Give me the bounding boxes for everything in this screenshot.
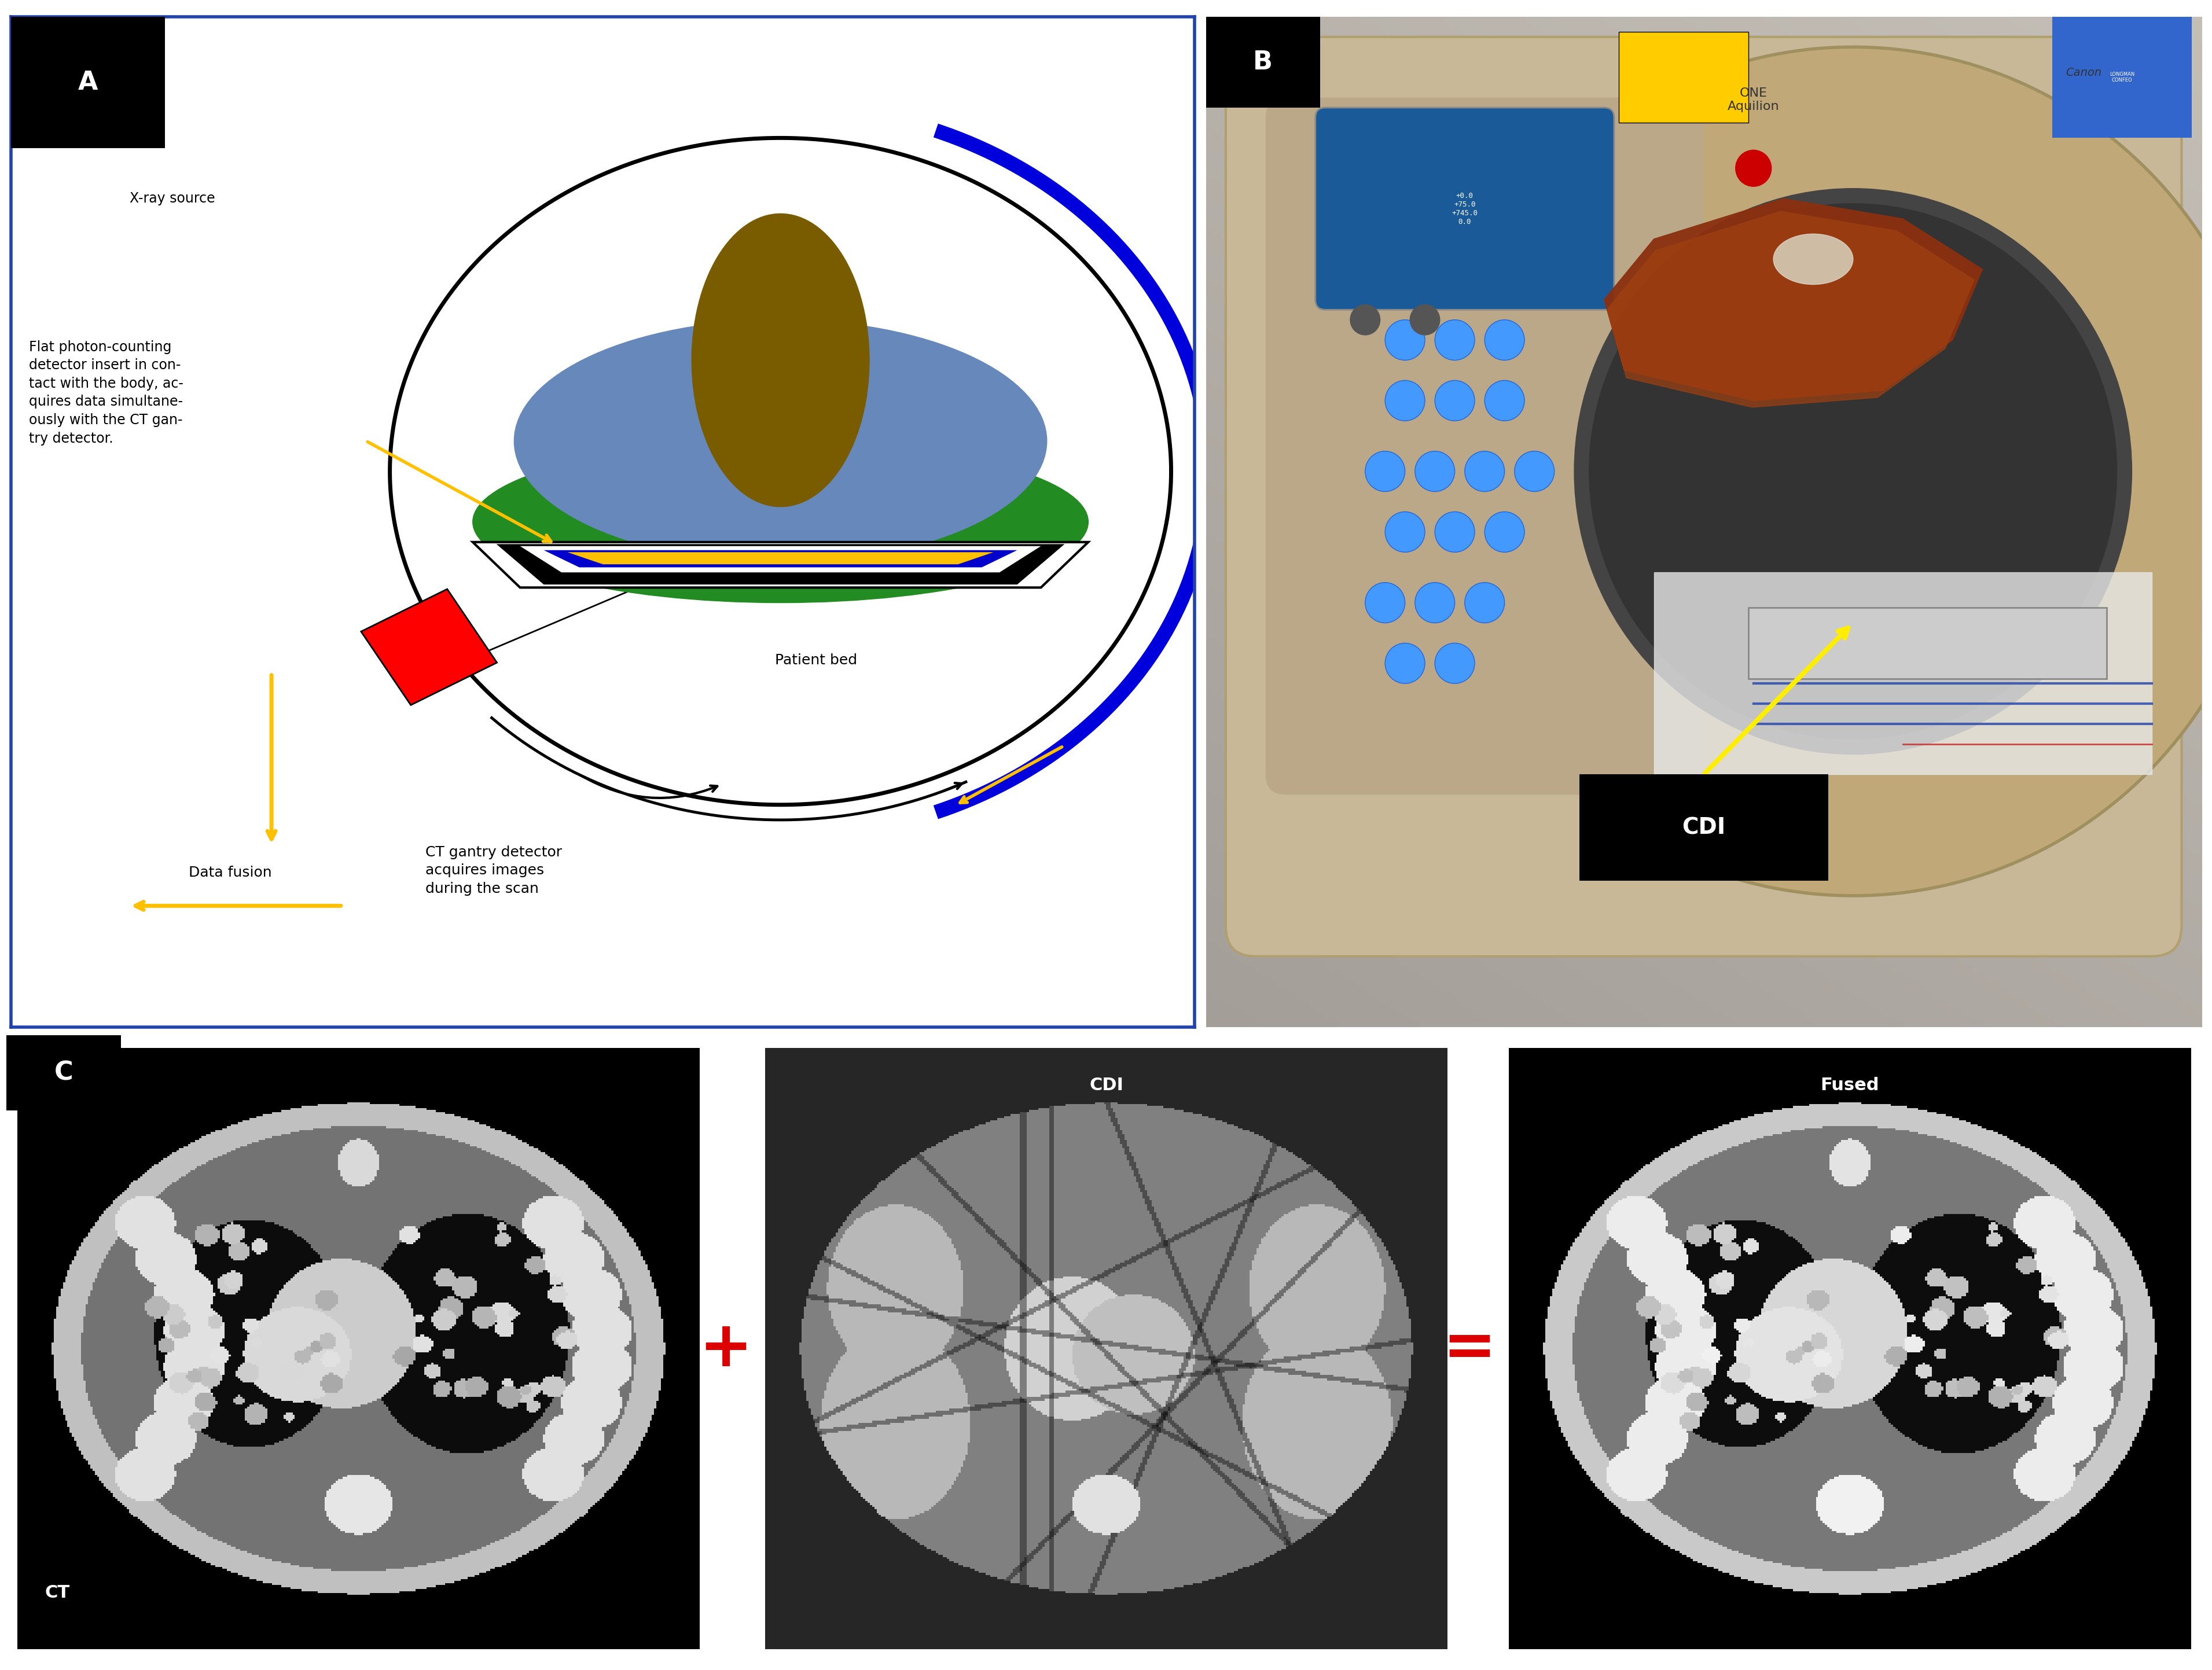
Circle shape bbox=[1416, 583, 1455, 623]
Text: Patient bed: Patient bed bbox=[774, 653, 856, 666]
FancyBboxPatch shape bbox=[2053, 17, 2190, 139]
Polygon shape bbox=[1606, 212, 1973, 407]
Circle shape bbox=[1433, 321, 1475, 361]
Bar bbox=[361, 590, 498, 705]
Circle shape bbox=[1385, 643, 1425, 683]
Circle shape bbox=[1484, 381, 1524, 421]
Text: CDI: CDI bbox=[1681, 817, 1725, 838]
Circle shape bbox=[1433, 511, 1475, 553]
FancyBboxPatch shape bbox=[11, 17, 166, 149]
Text: A: A bbox=[77, 70, 97, 95]
Polygon shape bbox=[473, 543, 1088, 588]
Circle shape bbox=[1433, 643, 1475, 683]
Circle shape bbox=[1484, 321, 1524, 361]
Text: CT gantry detector
acquires images
during the scan: CT gantry detector acquires images durin… bbox=[425, 845, 562, 895]
Circle shape bbox=[1385, 381, 1425, 421]
Text: X-ray source: X-ray source bbox=[131, 192, 215, 205]
Text: B: B bbox=[1252, 50, 1272, 75]
Circle shape bbox=[1588, 204, 2117, 740]
Polygon shape bbox=[1655, 573, 2150, 775]
Text: ONE
Aquilion: ONE Aquilion bbox=[1728, 87, 1778, 112]
Text: =: = bbox=[1442, 1318, 1495, 1379]
Polygon shape bbox=[1604, 199, 1982, 401]
Polygon shape bbox=[544, 549, 1018, 568]
FancyBboxPatch shape bbox=[1206, 17, 1321, 107]
Ellipse shape bbox=[692, 214, 869, 506]
FancyBboxPatch shape bbox=[1314, 107, 1615, 309]
Text: Flat photon-counting
detector insert in con-
tact with the body, ac-
quires data: Flat photon-counting detector insert in … bbox=[29, 341, 184, 446]
Text: +0.0
+75.0
+745.0
0.0: +0.0 +75.0 +745.0 0.0 bbox=[1451, 192, 1478, 225]
Ellipse shape bbox=[473, 441, 1088, 603]
FancyBboxPatch shape bbox=[7, 1035, 122, 1111]
Circle shape bbox=[1464, 583, 1504, 623]
Text: LONGMAN
CONFEO: LONGMAN CONFEO bbox=[2108, 72, 2135, 84]
Circle shape bbox=[1416, 451, 1455, 491]
FancyBboxPatch shape bbox=[1265, 97, 1703, 795]
Polygon shape bbox=[495, 544, 1064, 584]
Circle shape bbox=[1409, 304, 1440, 336]
Circle shape bbox=[1365, 451, 1405, 491]
FancyBboxPatch shape bbox=[1619, 32, 1747, 124]
Circle shape bbox=[1365, 583, 1405, 623]
Circle shape bbox=[1734, 150, 1772, 187]
FancyBboxPatch shape bbox=[1747, 608, 2106, 678]
Text: C: C bbox=[55, 1060, 73, 1086]
FancyBboxPatch shape bbox=[1579, 775, 1827, 880]
Circle shape bbox=[1349, 304, 1380, 336]
Circle shape bbox=[1433, 47, 2212, 895]
Ellipse shape bbox=[513, 321, 1046, 563]
Polygon shape bbox=[566, 553, 993, 564]
Circle shape bbox=[1385, 321, 1425, 361]
Text: Data fusion: Data fusion bbox=[188, 865, 272, 880]
Circle shape bbox=[1464, 451, 1504, 491]
Text: Canon: Canon bbox=[2066, 67, 2101, 78]
Text: +: + bbox=[699, 1318, 752, 1379]
Ellipse shape bbox=[1774, 234, 1851, 284]
FancyBboxPatch shape bbox=[1225, 37, 2181, 957]
Circle shape bbox=[1513, 451, 1553, 491]
Circle shape bbox=[1385, 511, 1425, 553]
Polygon shape bbox=[520, 546, 1040, 573]
Circle shape bbox=[1575, 189, 2132, 755]
Circle shape bbox=[1433, 381, 1475, 421]
Circle shape bbox=[1484, 511, 1524, 553]
